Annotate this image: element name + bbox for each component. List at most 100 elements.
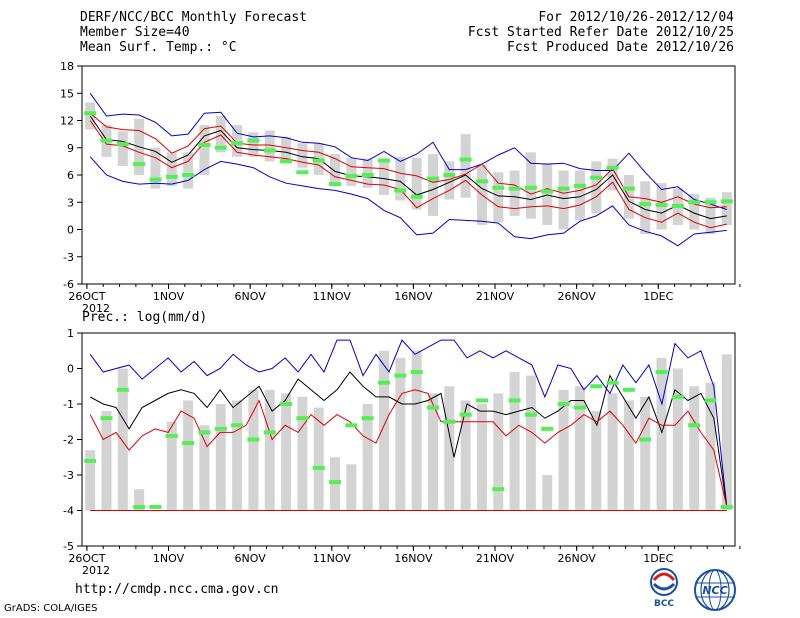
- prec-observed-mark: [231, 423, 244, 428]
- prec-observed-mark: [720, 504, 733, 509]
- prec-observed-mark: [361, 416, 374, 421]
- temp-observed-mark: [492, 185, 505, 190]
- temp-spread-box: [117, 131, 128, 166]
- prec-spread-box: [411, 350, 422, 511]
- forecast-produced-date: Fcst Produced Date 2012/10/26: [507, 40, 734, 55]
- temp-observed-mark: [149, 177, 162, 182]
- temp-observed-mark: [263, 148, 276, 153]
- prec-spread-box: [101, 411, 112, 511]
- temp-observed-mark: [280, 159, 293, 164]
- temp-observed-mark: [590, 175, 603, 180]
- prec-observed-mark: [165, 433, 178, 438]
- temp-spread-box: [264, 130, 275, 162]
- prec-spread-box: [134, 489, 145, 511]
- prec-spread-box: [166, 421, 177, 511]
- temp-observed-mark: [508, 186, 521, 191]
- temp-observed-mark: [165, 174, 178, 179]
- temp-spread-box: [395, 156, 406, 201]
- prec-observed-mark: [541, 426, 554, 431]
- temp-ytick-label: 6: [67, 169, 74, 182]
- temp-spread-box: [166, 152, 177, 186]
- temp-observed-mark: [133, 162, 146, 167]
- prec-observed-mark: [263, 430, 276, 435]
- temp-spread-box: [150, 147, 161, 189]
- temp-spread-box: [689, 194, 700, 230]
- temp-spread-box: [330, 154, 341, 183]
- temp-observed-mark: [378, 158, 391, 163]
- temp-spread-box: [460, 134, 471, 198]
- header-right: For 2012/10/26-2012/12/04 Fcst Started Re…: [468, 10, 734, 55]
- temp-spread-box: [721, 192, 732, 225]
- temp-observed-mark: [671, 203, 684, 208]
- prec-observed-mark: [345, 423, 358, 428]
- prec-spread-box: [656, 357, 667, 511]
- prec-xtick-label: 11NOV: [313, 552, 352, 565]
- temp-ytick-label: 18: [60, 60, 74, 73]
- temp-observed-mark: [475, 179, 488, 184]
- prec-spread-box: [558, 389, 569, 511]
- prec-spread-box: [542, 475, 553, 511]
- prec-spread-box: [248, 389, 259, 511]
- temp-xtick-label: 1NOV: [153, 290, 185, 303]
- temp-spread-box: [640, 181, 651, 235]
- temp-spread-box: [215, 115, 226, 153]
- prec-observed-mark: [149, 504, 162, 509]
- prec-spread-box: [379, 350, 390, 511]
- temp-upper-line: [89, 112, 727, 209]
- prec-observed-mark: [459, 412, 472, 417]
- temp-observed-mark: [426, 176, 439, 181]
- temp-observed-mark: [361, 173, 374, 177]
- prec-spread-box: [607, 393, 618, 511]
- temp-spread-box: [297, 143, 308, 168]
- temp-observed-mark: [84, 111, 97, 116]
- bcc-logo-text: BCC: [654, 599, 674, 609]
- temp-spread-box: [427, 154, 438, 216]
- temp-max-line: [89, 93, 727, 210]
- prec-observed-mark: [426, 405, 439, 410]
- prec-observed-mark: [655, 370, 668, 375]
- ncc-logo: NCC: [692, 568, 738, 612]
- temp-spread-box: [199, 125, 210, 175]
- temp-mean-line: [89, 115, 727, 220]
- temp-spread-box: [232, 125, 243, 157]
- prec-ytick-label: -4: [63, 505, 74, 518]
- prec-ytick-label: 1: [67, 327, 74, 340]
- prec-observed-mark: [639, 437, 652, 442]
- temp-observed-mark: [182, 173, 195, 177]
- prec-spread-box: [509, 372, 520, 511]
- prec-observed-mark: [492, 487, 505, 492]
- prec-upper-line: [89, 389, 728, 508]
- prec-spread-box: [281, 393, 292, 511]
- temp-xtick-label: 6NOV: [235, 290, 267, 303]
- prec-observed-mark: [133, 504, 146, 509]
- prec-spread-box: [672, 368, 683, 511]
- temp-observed-mark: [704, 200, 717, 205]
- precipitation-label: Prec.: log(mm/d): [82, 310, 208, 325]
- temp-spread-box: [85, 102, 96, 130]
- prec-ytick-label: -1: [63, 398, 74, 411]
- prec-observed-mark: [573, 405, 586, 410]
- temp-spread-box: [705, 197, 716, 235]
- temp-observed-mark: [247, 138, 260, 143]
- temp-observed-mark: [214, 145, 227, 150]
- member-size: Member Size=40: [80, 25, 190, 40]
- prec-plot-frame: [81, 332, 736, 547]
- temp-observed-mark: [622, 186, 635, 191]
- prec-ytick-label: 0: [67, 363, 74, 376]
- temp-ytick-label: 3: [67, 196, 74, 209]
- temp-spread-box: [346, 157, 357, 186]
- prec-observed-mark: [443, 419, 456, 424]
- prec-observed-mark: [475, 398, 488, 403]
- source-url[interactable]: http://cmdp.ncc.cma.gov.cn: [75, 582, 279, 597]
- temp-observed-mark: [524, 185, 537, 190]
- temp-spread-box: [558, 170, 569, 230]
- chart-title: DERF/NCC/BCC Monthly Forecast: [80, 10, 307, 25]
- prec-observed-mark: [100, 416, 113, 421]
- prec-spread-box: [362, 404, 373, 511]
- prec-observed-mark: [182, 441, 195, 446]
- temp-spread-box: [183, 152, 194, 189]
- prec-observed-mark: [84, 458, 97, 463]
- temp-xtick-label: 26OCT: [68, 290, 105, 303]
- prec-xtick-label: 16NOV: [394, 552, 433, 565]
